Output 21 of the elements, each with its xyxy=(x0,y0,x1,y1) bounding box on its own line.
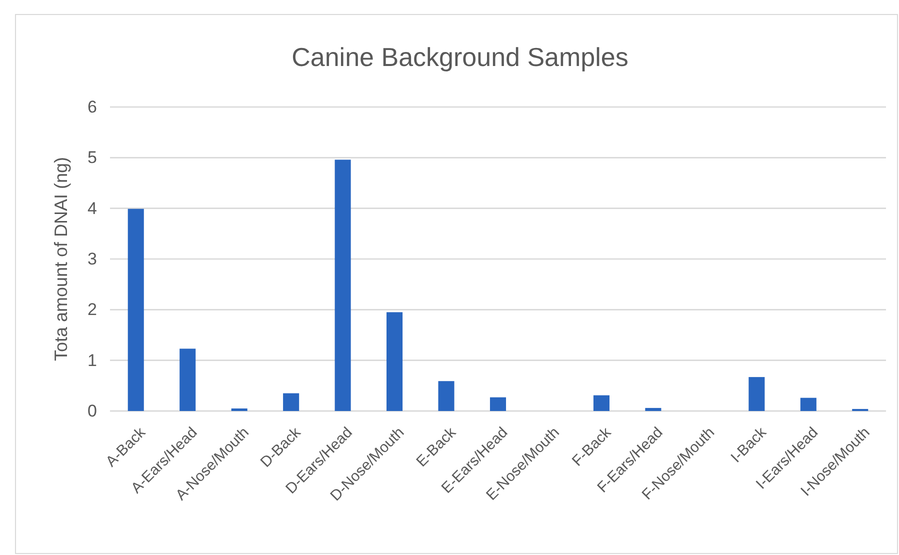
bar xyxy=(748,377,765,411)
y-tick-label: 0 xyxy=(88,401,97,420)
y-axis-title: Tota amount of DNAI (ng) xyxy=(51,156,71,362)
y-tick-label: 1 xyxy=(88,350,97,370)
bar xyxy=(490,397,506,411)
bar xyxy=(231,408,248,411)
bar xyxy=(438,381,454,411)
bar xyxy=(645,408,662,411)
bar xyxy=(180,348,196,411)
bar xyxy=(128,208,144,411)
bar xyxy=(800,398,816,411)
bar xyxy=(386,312,403,411)
chart-title: Canine Background Samples xyxy=(292,42,628,72)
bar xyxy=(283,393,300,411)
bar xyxy=(334,160,351,411)
bar xyxy=(593,395,610,411)
y-tick-label: 2 xyxy=(88,300,97,320)
y-tick-label: 3 xyxy=(88,249,97,268)
y-tick-label: 5 xyxy=(88,148,97,168)
y-tick-label: 4 xyxy=(88,198,97,218)
y-tick-label: 6 xyxy=(88,97,97,116)
